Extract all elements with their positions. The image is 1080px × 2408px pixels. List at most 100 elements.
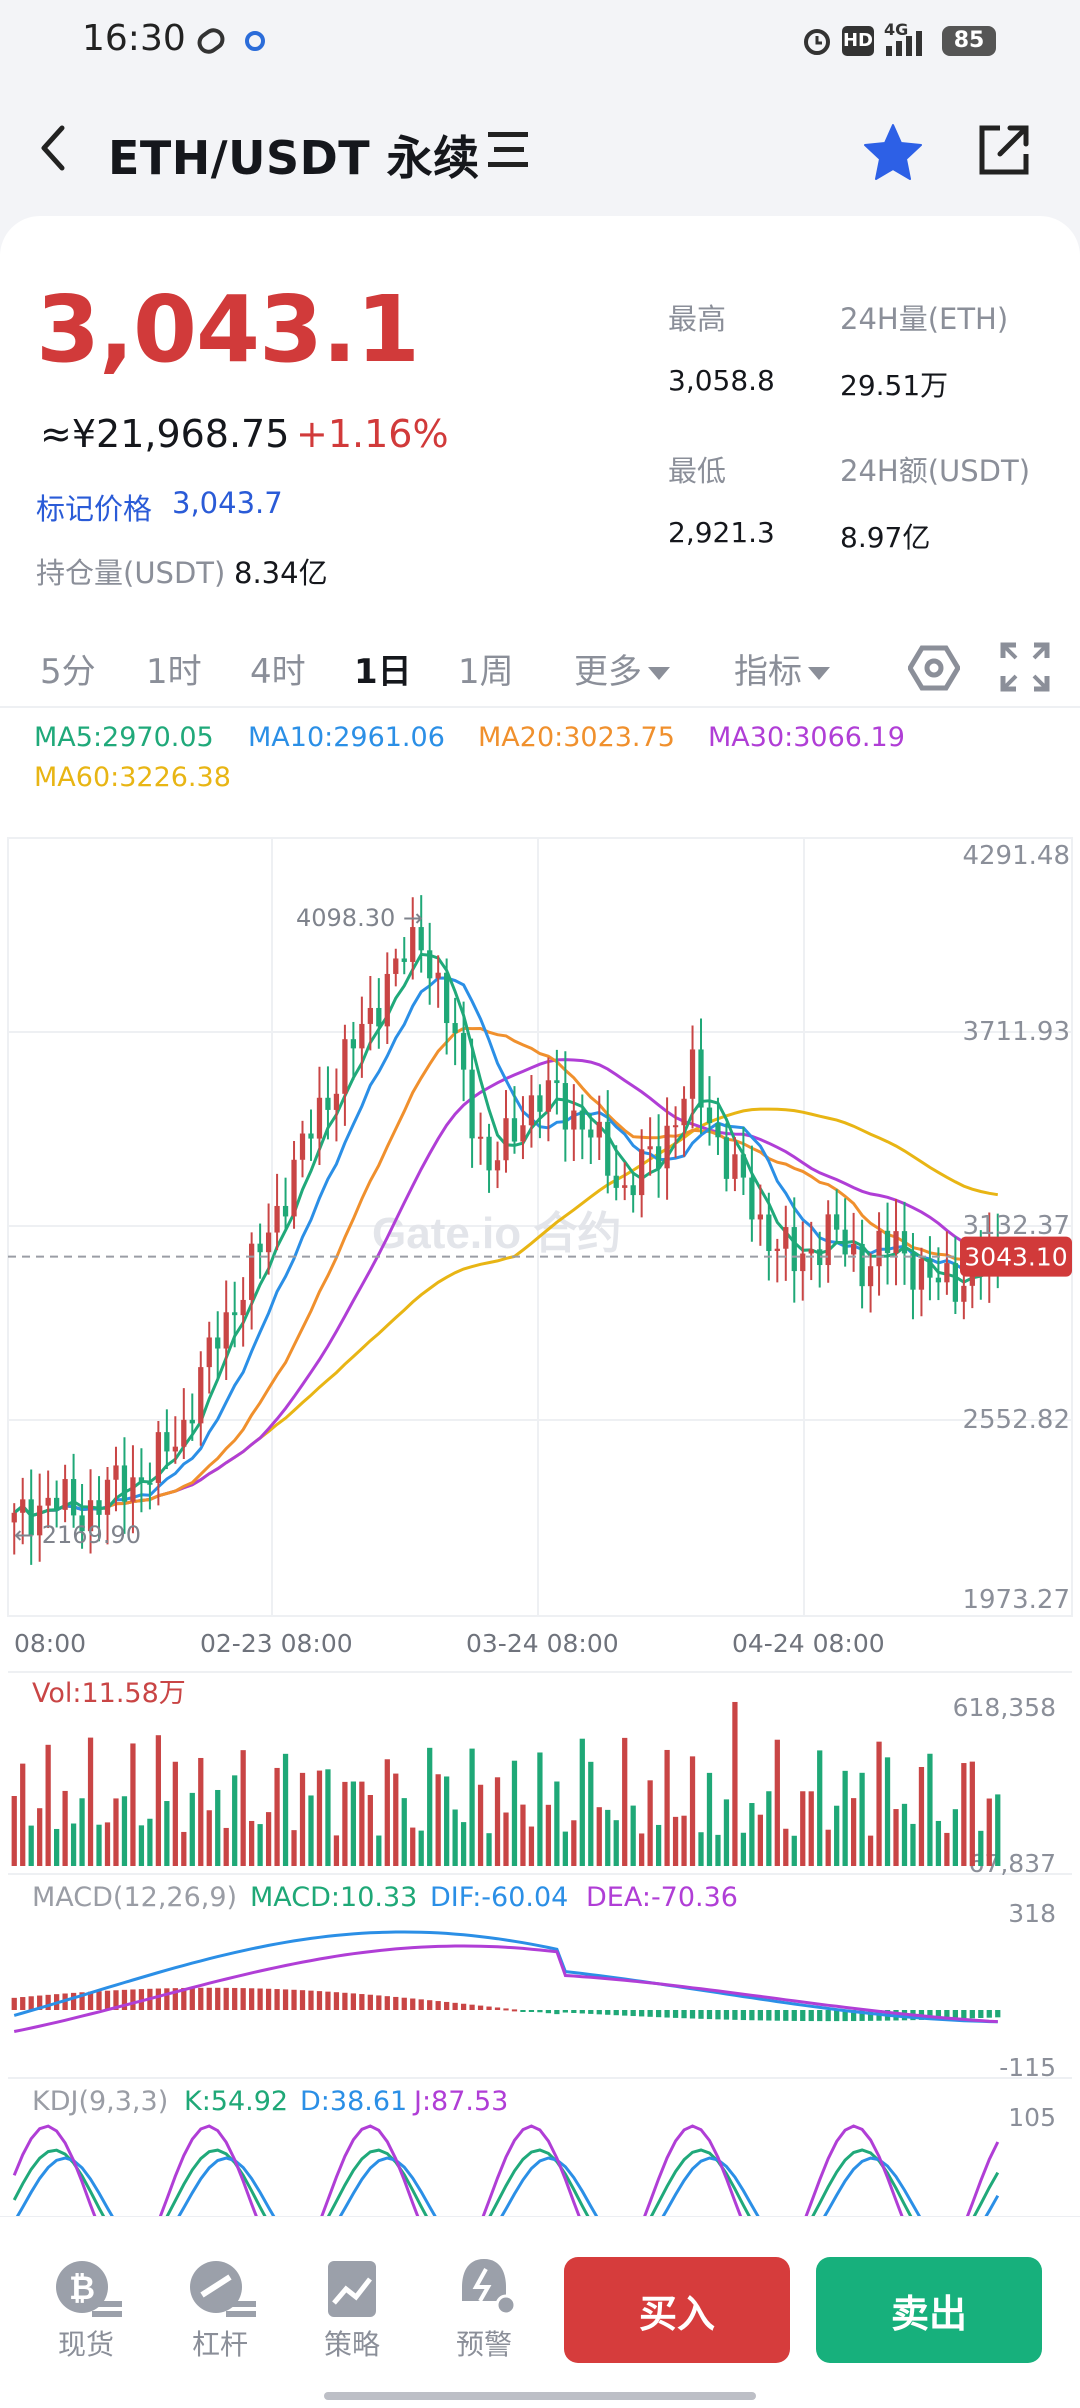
macd-bar [291, 1989, 297, 2010]
volume-bar [859, 1772, 865, 1866]
macd-bar [791, 2010, 797, 2021]
volume-bar [918, 1766, 925, 1866]
macd-bar [808, 2010, 814, 2022]
tab-5m[interactable]: 5分 [40, 652, 96, 692]
tab-1d[interactable]: 1日 [354, 652, 412, 692]
macd-bar [172, 1988, 178, 2010]
candle-body [113, 1465, 119, 1480]
volume-bar [622, 1737, 628, 1866]
kdj-k-line [12, 2148, 1000, 2216]
candle-body [588, 1129, 594, 1138]
macd-bar [393, 1996, 399, 2010]
buy-button[interactable]: 买入 [564, 2257, 790, 2363]
macd-bar [164, 1988, 170, 2010]
volume-bar [986, 1798, 992, 1866]
volume-bar [562, 1831, 568, 1866]
macd-bar [37, 1995, 43, 2010]
settings-hexagon-icon[interactable] [908, 642, 960, 694]
back-arrow-icon[interactable] [30, 118, 80, 178]
candle-body [672, 1125, 679, 1128]
pair-title[interactable]: ETH/USDT 永续 [108, 131, 480, 185]
macd-bar [104, 1990, 111, 2010]
tab-1w[interactable]: 1周 [458, 652, 514, 692]
volume-bar [817, 1750, 823, 1866]
time-tick: 04-24 08:00 [732, 1629, 885, 1658]
nav-spot-label: 现货 [57, 2328, 114, 2361]
macd-bar [647, 2010, 653, 2017]
macd-value: MACD:10.33 [250, 1882, 417, 1913]
high-label: 最高 [668, 302, 727, 336]
volume-bar [766, 1791, 772, 1866]
macd-bar [681, 2010, 687, 2019]
candle-body [706, 1107, 713, 1124]
share-icon[interactable] [974, 120, 1034, 180]
candle-body [766, 1214, 772, 1251]
candle-body [876, 1230, 882, 1267]
macd-bar [113, 1990, 119, 2010]
candle-body [918, 1258, 925, 1290]
candle-body [469, 1069, 475, 1139]
candle-body [605, 1121, 611, 1176]
macd-bar [70, 1992, 77, 2010]
macd-bar [605, 2010, 611, 2015]
menu-list-icon[interactable] [486, 128, 530, 172]
nav-alert[interactable] [444, 2257, 524, 2325]
macd-bar [503, 2008, 509, 2011]
ma60-label: MA60:3226.38 [34, 762, 231, 793]
candle-body [698, 1049, 704, 1108]
macd-bar [384, 1996, 390, 2010]
volume-bar [681, 1815, 687, 1866]
tab-indicator[interactable]: 指标 [734, 644, 830, 693]
candle-body [893, 1231, 899, 1254]
kline-chart[interactable]: Gate.io 合约 3043.10 4291.48 3711.93 3132.… [0, 596, 1080, 2216]
macd-bar [749, 2010, 755, 2021]
kdj-d-line [15, 2156, 1000, 2216]
tab-indicator-label: 指标 [734, 652, 802, 692]
tab-4h[interactable]: 4时 [250, 652, 306, 692]
time-tick: 08:00 [14, 1629, 86, 1658]
macd-bar [181, 1987, 187, 2010]
hd-badge: HD [842, 26, 874, 56]
macd-bar [155, 1988, 162, 2010]
fullscreen-icon[interactable] [1000, 642, 1050, 692]
nav-spot[interactable]: ₿ [46, 2257, 126, 2325]
open-interest-label: 持仓量(USDT) [36, 556, 226, 590]
low-value: 2,921.3 [668, 516, 775, 549]
candle-body [800, 1253, 806, 1272]
candle-body [45, 1497, 51, 1506]
chevron-down-icon [648, 667, 670, 680]
macd-bar [427, 2000, 433, 2010]
signal-icon: 4G [882, 20, 936, 56]
macd-max-tick: 318 [1008, 1899, 1056, 1928]
macd-bar [944, 2010, 950, 2020]
last-price: 3,043.1 [36, 276, 420, 383]
volume-bar [232, 1775, 238, 1866]
macd-bar [842, 2010, 848, 2022]
candle-body [477, 1136, 484, 1139]
volume-bar [630, 1805, 636, 1866]
volume-bar [401, 1798, 407, 1866]
tab-1h[interactable]: 1时 [146, 652, 202, 692]
macd-bar [723, 2010, 730, 2020]
home-indicator [324, 2392, 756, 2400]
nav-margin[interactable] [180, 2257, 260, 2325]
sell-button[interactable]: 卖出 [816, 2257, 1042, 2363]
candle-body [376, 1007, 382, 1027]
macd-bar [774, 2010, 780, 2021]
tab-more[interactable]: 更多 [574, 644, 670, 693]
volume-bar [528, 1826, 535, 1866]
candles [11, 895, 1001, 1565]
favorite-star-icon[interactable] [862, 122, 924, 182]
volume-bar [333, 1835, 340, 1866]
candle-body [783, 1227, 789, 1249]
nav-strategy[interactable] [312, 2257, 392, 2325]
candle-body [825, 1214, 831, 1266]
candle-body [639, 1149, 645, 1196]
macd-bar [299, 1990, 306, 2010]
volume-bar [944, 1832, 950, 1866]
macd-bar [435, 2001, 441, 2010]
volume-bar [935, 1820, 942, 1866]
macd-label: MACD(12,26,9) [32, 1882, 237, 1913]
macd-bar [189, 1987, 195, 2010]
macd-bar [800, 2010, 806, 2022]
